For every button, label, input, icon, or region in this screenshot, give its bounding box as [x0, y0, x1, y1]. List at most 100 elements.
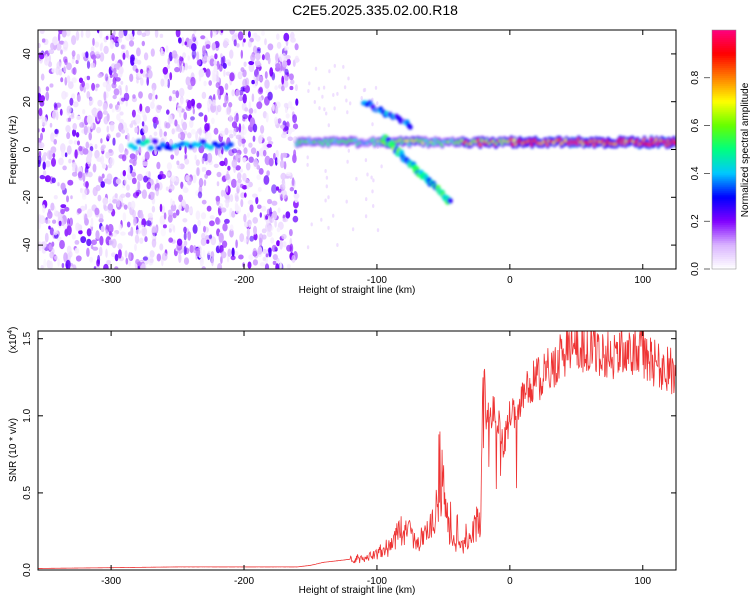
noise-speckle: [180, 98, 184, 105]
noise-speckle: [351, 227, 355, 232]
noise-speckle: [40, 95, 45, 103]
noise-speckle: [216, 171, 222, 178]
noise-speckle: [81, 52, 85, 58]
noise-speckle: [175, 30, 181, 38]
noise-speckle: [283, 161, 287, 170]
noise-speckle: [102, 110, 108, 115]
noise-speckle: [254, 60, 261, 66]
noise-speckle: [88, 96, 94, 106]
noise-speckle: [86, 208, 93, 218]
noise-speckle: [239, 233, 245, 243]
noise-speckle: [103, 116, 109, 125]
colorbar-step: [712, 81, 736, 85]
noise-speckle: [256, 174, 262, 180]
noise-speckle: [293, 193, 300, 199]
noise-speckle: [134, 234, 140, 244]
noise-speckle: [219, 244, 224, 254]
noise-speckle: [180, 181, 184, 189]
noise-speckle: [138, 91, 143, 99]
colorbar-step: [712, 229, 736, 232]
noise-speckle: [324, 198, 327, 203]
noise-speckle: [78, 145, 83, 152]
noise-speckle: [258, 168, 264, 175]
noise-speckle: [243, 213, 247, 223]
noise-speckle: [151, 238, 157, 248]
snr-line: [38, 331, 676, 569]
colorbar-step: [712, 239, 736, 242]
noise-speckle: [306, 155, 309, 160]
noise-speckle: [142, 256, 148, 261]
noise-speckle: [306, 162, 309, 167]
colorbar-step: [712, 117, 736, 121]
noise-speckle: [64, 152, 68, 158]
noise-speckle: [120, 97, 126, 102]
noise-speckle: [216, 76, 220, 83]
noise-speckle: [216, 181, 220, 187]
noise-speckle: [247, 199, 254, 205]
noise-speckle: [360, 96, 363, 100]
noise-speckle: [195, 131, 199, 141]
noise-speckle: [175, 90, 180, 99]
noise-speckle: [124, 148, 129, 156]
noise-speckle: [66, 132, 71, 140]
noise-speckle: [119, 87, 122, 96]
noise-speckle: [128, 40, 135, 47]
noise-speckle: [94, 207, 100, 216]
band-blob: [195, 142, 202, 148]
noise-speckle: [64, 77, 68, 86]
spectrogram-x-label: Height of straight line (km): [299, 285, 416, 296]
noise-speckle: [81, 80, 85, 88]
noise-speckle: [207, 56, 210, 62]
noise-speckle: [248, 223, 252, 228]
noise-speckle: [192, 146, 197, 153]
noise-speckle: [249, 204, 254, 213]
noise-speckle: [264, 263, 270, 269]
noise-speckle: [152, 87, 155, 97]
noise-speckle: [64, 58, 68, 66]
noise-speckle: [166, 109, 170, 115]
noise-speckle: [73, 140, 78, 145]
noise-speckle: [44, 232, 49, 243]
noise-speckle: [195, 210, 201, 220]
noise-speckle: [57, 182, 60, 187]
noise-speckle: [187, 231, 192, 241]
noise-speckle: [170, 154, 175, 160]
noise-speckle: [257, 246, 263, 255]
noise-speckle: [95, 51, 100, 57]
noise-speckle: [196, 59, 201, 66]
noise-speckle: [264, 38, 267, 46]
noise-speckle: [178, 253, 182, 264]
noise-speckle: [54, 255, 58, 260]
noise-speckle: [86, 91, 91, 99]
noise-speckle: [66, 245, 72, 255]
colorbar-step: [712, 225, 736, 228]
noise-speckle: [114, 266, 119, 269]
noise-speckle: [313, 100, 316, 104]
noise-speckle: [233, 251, 239, 256]
colorbar-step: [712, 127, 736, 131]
colorbar-step: [712, 105, 736, 109]
noise-speckle: [174, 119, 178, 127]
noise-speckle: [306, 245, 310, 250]
noise-speckle: [192, 224, 198, 234]
noise-speckle: [97, 175, 102, 183]
colorbar-step: [712, 121, 736, 125]
noise-speckle: [308, 81, 311, 86]
noise-speckle: [286, 58, 291, 66]
noise-speckle: [323, 107, 326, 112]
noise-speckle: [203, 80, 207, 87]
x-tick-label: 0: [507, 275, 513, 286]
noise-speckle: [271, 184, 277, 194]
snr-y-axis: 0.0 0.5 1.0 1.5: [22, 331, 676, 577]
noise-speckle: [212, 71, 217, 81]
noise-speckle: [189, 119, 194, 128]
colorbar-step: [712, 47, 736, 51]
noise-speckle: [120, 231, 126, 236]
band-blob: [152, 138, 158, 144]
colorbar-step: [712, 137, 736, 141]
noise-speckle: [132, 159, 137, 167]
noise-speckle: [118, 249, 122, 259]
colorbar-step: [712, 171, 736, 174]
noise-speckle: [249, 235, 254, 242]
noise-speckle: [38, 142, 45, 149]
